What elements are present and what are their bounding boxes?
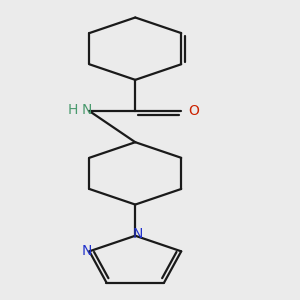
Text: N: N	[81, 103, 92, 117]
Text: N: N	[81, 244, 92, 258]
Text: N: N	[133, 227, 143, 241]
Text: O: O	[189, 104, 200, 118]
Text: H: H	[68, 103, 78, 117]
